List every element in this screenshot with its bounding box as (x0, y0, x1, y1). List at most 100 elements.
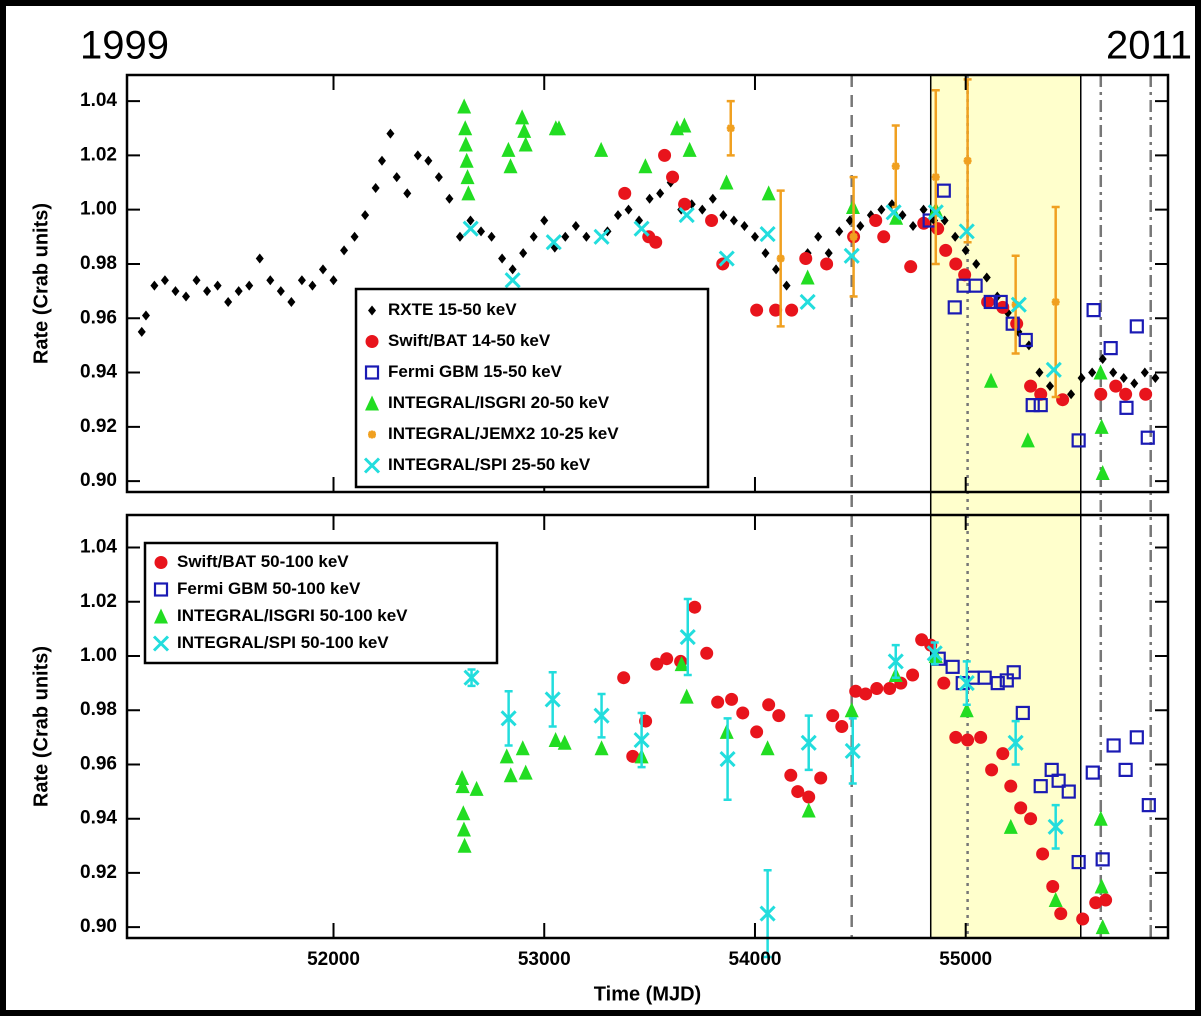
marker (711, 695, 725, 709)
marker (234, 286, 243, 297)
marker (633, 731, 650, 749)
marker (371, 182, 380, 193)
marker (688, 600, 702, 614)
marker (203, 286, 212, 297)
marker (958, 223, 975, 240)
marker (500, 710, 517, 727)
marker (633, 220, 650, 237)
marker (515, 109, 530, 125)
marker (413, 150, 422, 161)
marker (800, 734, 817, 751)
marker (958, 675, 975, 692)
marker (719, 750, 736, 768)
marker (844, 742, 861, 759)
marker (377, 155, 386, 166)
marker (517, 122, 532, 138)
marker (776, 254, 785, 263)
marker (887, 653, 904, 670)
marker (963, 156, 972, 165)
marker (974, 730, 988, 744)
marker (1047, 818, 1064, 835)
x-tick-label: 55000 (939, 949, 992, 970)
y-tick-label: 1.02 (80, 144, 117, 165)
legend-label: Fermi GBM 50-100 keV (177, 579, 361, 598)
marker (424, 155, 433, 166)
marker (504, 272, 521, 289)
marker (624, 204, 633, 215)
marker (677, 117, 692, 133)
marker (1033, 779, 1048, 794)
marker (1077, 372, 1086, 383)
marker (1094, 878, 1109, 894)
marker (1118, 762, 1133, 777)
marker (561, 231, 570, 242)
marker (736, 706, 750, 720)
x-axis-label: Time (MJD) (594, 983, 701, 1005)
marker (460, 169, 475, 185)
marker (1086, 303, 1101, 318)
marker (708, 193, 717, 204)
y-tick-label: 0.96 (80, 307, 117, 328)
marker (361, 210, 370, 221)
legend-marker (153, 582, 169, 597)
y-tick-label: 0.96 (80, 753, 117, 774)
marker (613, 210, 622, 221)
legend-marker (368, 305, 377, 316)
marker (951, 231, 960, 242)
y-tick-label: 0.98 (80, 253, 117, 274)
marker (1095, 919, 1110, 935)
marker (958, 268, 972, 282)
marker (826, 709, 840, 723)
marker (990, 676, 1005, 691)
marker (571, 220, 580, 231)
marker (1103, 341, 1118, 356)
marker (1036, 847, 1050, 861)
marker (1024, 812, 1038, 826)
marker (726, 124, 735, 133)
marker (318, 264, 327, 275)
marker (658, 148, 672, 162)
marker (593, 228, 610, 245)
marker (761, 185, 776, 201)
marker (617, 671, 631, 685)
marker (698, 204, 707, 215)
marker (1139, 387, 1153, 401)
marker (1010, 296, 1027, 313)
marker (1151, 372, 1160, 383)
marker (1025, 398, 1040, 413)
marker (308, 280, 317, 291)
marker (1093, 810, 1108, 826)
marker (678, 197, 692, 211)
marker (1003, 818, 1018, 834)
marker (968, 278, 983, 293)
marker (761, 248, 770, 259)
marker (1007, 734, 1024, 751)
marker (835, 720, 849, 733)
marker (1054, 907, 1068, 921)
marker (982, 272, 991, 283)
marker (463, 669, 480, 686)
marker (750, 303, 764, 317)
legend-marker (154, 556, 168, 569)
marker (1095, 464, 1110, 480)
marker (455, 770, 470, 786)
marker (350, 231, 359, 242)
legend-label: INTEGRAL/ISGRI 50-100 keV (177, 606, 408, 625)
marker (679, 688, 694, 704)
marker (845, 215, 854, 226)
marker (772, 264, 781, 275)
marker (1067, 389, 1076, 400)
marker (993, 294, 1008, 310)
marker (919, 204, 928, 215)
marker (1056, 393, 1070, 407)
marker (1099, 893, 1113, 907)
marker (461, 185, 476, 201)
marker (939, 243, 953, 257)
marker (548, 732, 563, 748)
marker (276, 286, 285, 297)
marker (750, 725, 764, 739)
marker (945, 659, 960, 674)
y-axis-label: Rate (Crab units) (30, 203, 52, 364)
marker (784, 768, 798, 782)
